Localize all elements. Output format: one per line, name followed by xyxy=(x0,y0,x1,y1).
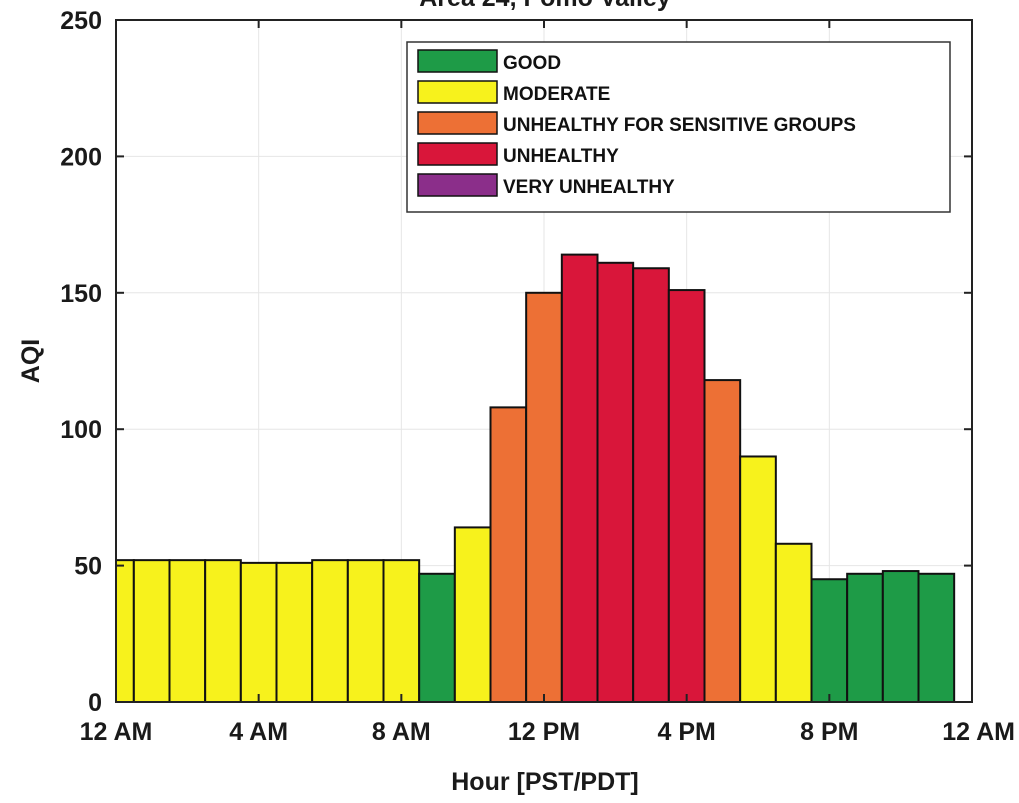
legend-swatch xyxy=(417,142,498,166)
bar xyxy=(489,406,528,703)
bar xyxy=(275,561,314,704)
bar xyxy=(596,261,635,703)
legend-label: GOOD xyxy=(503,53,561,74)
bar xyxy=(667,289,706,703)
y-tick-label: 100 xyxy=(60,416,102,444)
x-tick-label: 4 PM xyxy=(657,718,715,746)
chart-title: Area 24, Pomo Valley xyxy=(419,0,671,12)
bar xyxy=(418,572,456,703)
bar xyxy=(881,570,920,704)
bar xyxy=(917,572,956,703)
y-tick-label: 200 xyxy=(60,143,102,171)
y-axis-label: AQI xyxy=(17,339,45,383)
bar xyxy=(168,559,207,703)
bar xyxy=(632,267,670,703)
x-axis-label: Hour [PST/PDT] xyxy=(451,768,639,796)
bar xyxy=(311,559,349,703)
y-tick-label: 50 xyxy=(74,553,102,581)
x-tick-label: 4 AM xyxy=(229,718,288,746)
legend-swatch xyxy=(417,111,498,135)
bar xyxy=(560,253,599,703)
legend: GOOD MODERATE UNHEALTHY FOR SENSITIVE GROU… xyxy=(406,41,951,213)
tick-marks xyxy=(115,19,973,703)
bar xyxy=(810,578,849,703)
y-tick-label: 150 xyxy=(60,280,102,308)
bar xyxy=(453,526,492,704)
legend-swatch xyxy=(417,80,498,104)
bar xyxy=(774,542,813,703)
bar xyxy=(204,559,242,703)
x-tick-label: 8 AM xyxy=(372,718,431,746)
x-tick-labels: 12 AM 4 AM 8 AM 12 PM 4 PM 8 PM 12 AM xyxy=(80,718,1015,746)
legend-label: UNHEALTHY xyxy=(503,146,619,167)
legend-swatch xyxy=(417,173,498,197)
x-tick-label: 12 AM xyxy=(942,718,1015,746)
y-tick-label: 0 xyxy=(88,689,102,717)
bar xyxy=(382,559,421,703)
bar xyxy=(346,559,385,703)
y-tick-labels: 0 50 100 150 200 250 xyxy=(60,7,102,717)
x-tick-label: 8 PM xyxy=(800,718,858,746)
legend-label: UNHEALTHY FOR SENSITIVE GROUPS xyxy=(503,115,856,136)
bar xyxy=(132,559,171,703)
bars xyxy=(115,253,956,704)
bar xyxy=(739,455,777,704)
bar xyxy=(703,379,742,703)
bar xyxy=(239,561,278,704)
bar xyxy=(525,291,563,703)
bar xyxy=(846,572,884,703)
legend-label: MODERATE xyxy=(503,84,610,105)
y-tick-label: 250 xyxy=(60,7,102,35)
legend-label: VERY UNHEALTHY xyxy=(503,177,675,198)
bar xyxy=(115,559,135,703)
x-tick-label: 12 AM xyxy=(80,718,153,746)
legend-swatch xyxy=(417,49,498,73)
x-tick-label: 12 PM xyxy=(508,718,580,746)
